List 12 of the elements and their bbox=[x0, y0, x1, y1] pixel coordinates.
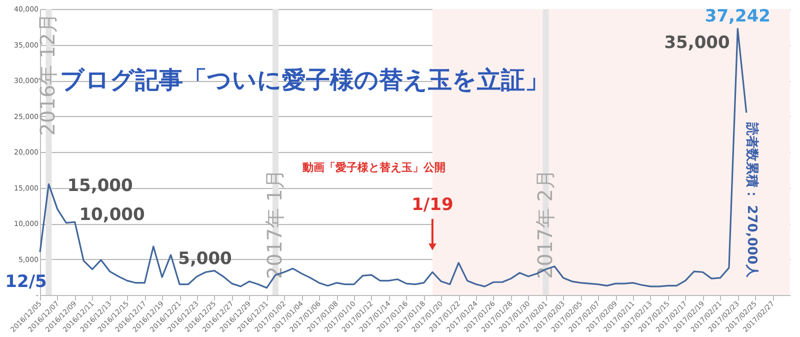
annotation: 1/19 bbox=[412, 194, 454, 215]
ref-line-label: 2017年 1月 bbox=[262, 169, 286, 279]
annotation: 動画「愛子様と替え玉」公開 bbox=[302, 161, 446, 174]
text: ブログ記事「ついに愛子様の替え玉を立証」 bbox=[60, 66, 549, 94]
annotation: 5,000 bbox=[178, 249, 232, 269]
annotation: 35,000 bbox=[664, 33, 730, 53]
ref-line-label: 2017年 2月 bbox=[532, 169, 557, 279]
annotation: 12/5 bbox=[5, 272, 47, 292]
annotation: 10,000 bbox=[79, 205, 145, 225]
text: 37,242 bbox=[704, 6, 770, 27]
annotation: 読者数累積： 270,000人 bbox=[744, 122, 760, 278]
annotation: 15,000 bbox=[67, 176, 133, 196]
